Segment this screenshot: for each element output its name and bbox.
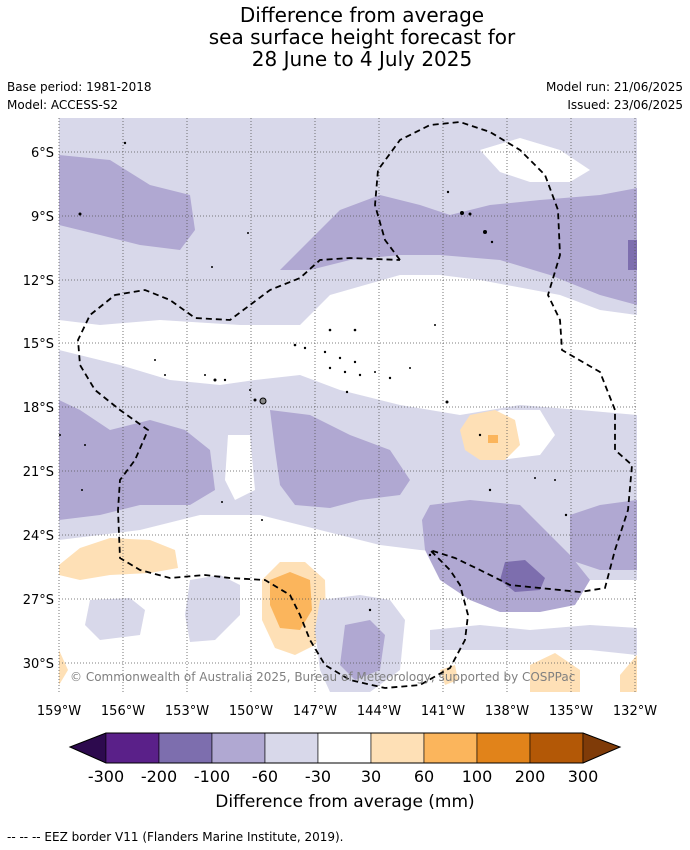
colorbar-tick: 60 [414, 767, 434, 786]
issued-date: Issued: 23/06/2025 [567, 98, 683, 112]
colorbar-tick: -200 [141, 767, 177, 786]
lon-label: 150°W [229, 704, 273, 719]
lat-label: 18°S [23, 401, 54, 416]
lat-label: 9°S [31, 210, 54, 225]
colorbar-tick: 30 [361, 767, 381, 786]
model-name: Model: ACCESS-S2 [7, 98, 119, 112]
lon-label: 153°W [165, 704, 209, 719]
colorbar-tick: -30 [305, 767, 331, 786]
meta-right: Model run: 21/06/2025 Issued: 23/06/2025 [546, 78, 683, 114]
colorbar-swatch [582, 732, 621, 764]
lat-label: 30°S [23, 657, 54, 672]
colorbar: -300 -200 -100 -60 -30 30 60 100 200 300 [68, 732, 622, 786]
colorbar-tick: -100 [194, 767, 230, 786]
title-line-2: sea surface height forecast for [208, 25, 516, 49]
colorbar-swatch [317, 732, 372, 764]
colorbar-swatch [211, 732, 266, 764]
colorbar-tick: 200 [515, 767, 546, 786]
colorbar-swatches [69, 732, 621, 764]
islands [59, 141, 568, 612]
colorbar-swatch [529, 732, 584, 764]
colorbar-tick: 300 [568, 767, 599, 786]
lon-label: 147°W [293, 704, 337, 719]
colorbar-ticks: -300 -200 -100 -60 -30 30 60 100 200 300 [88, 767, 598, 786]
eez-border [77, 121, 633, 689]
longitude-labels: 159°W 156°W 153°W 150°W 147°W 144°W 141°… [37, 704, 657, 719]
colorbar-swatch [476, 732, 531, 764]
colorbar-tick: -60 [252, 767, 278, 786]
title-line-3: 28 June to 4 July 2025 [251, 47, 473, 71]
lat-label: 6°S [31, 146, 54, 161]
colorbar-swatch [158, 732, 213, 764]
lat-label: 24°S [23, 529, 54, 544]
colorbar-title: Difference from average (mm) [215, 792, 475, 812]
colorbar-tick: -300 [88, 767, 124, 786]
colorbar-tick: 100 [462, 767, 493, 786]
lat-label: 15°S [23, 337, 54, 352]
sea-height-map: 6°S 9°S 12°S 15°S 18°S 21°S 24°S 27°S 30… [23, 118, 657, 719]
colorbar-swatch [423, 732, 478, 764]
lon-label: 138°W [485, 704, 529, 719]
lon-label: 141°W [421, 704, 465, 719]
colorbar-swatch [69, 732, 107, 764]
colorbar-swatch [105, 732, 160, 764]
lat-label: 21°S [23, 465, 54, 480]
lon-label: 156°W [101, 704, 145, 719]
map-title: Difference from average sea surface heig… [0, 4, 690, 70]
eez-legend: -- -- -- EEZ border V11 (Flanders Marine… [7, 830, 344, 844]
graticule [58, 118, 637, 692]
copyright-notice: © Commonwealth of Australia 2025, Bureau… [70, 670, 575, 684]
colorbar-swatch [264, 732, 319, 764]
lat-label: 27°S [23, 593, 54, 608]
meta-left: Base period: 1981-2018 Model: ACCESS-S2 [7, 78, 152, 114]
base-period: Base period: 1981-2018 [7, 80, 152, 94]
title-line-1: Difference from average [239, 3, 485, 27]
lat-label: 12°S [23, 274, 54, 289]
model-run: Model run: 21/06/2025 [545, 80, 683, 94]
lon-label: 144°W [357, 704, 401, 719]
contour-fields [59, 118, 637, 692]
lon-label: 135°W [549, 704, 593, 719]
latitude-labels: 6°S 9°S 12°S 15°S 18°S 21°S 24°S 27°S 30… [23, 146, 54, 672]
lon-label: 159°W [37, 704, 81, 719]
colorbar-swatch [370, 732, 425, 764]
lon-label: 132°W [613, 704, 657, 719]
